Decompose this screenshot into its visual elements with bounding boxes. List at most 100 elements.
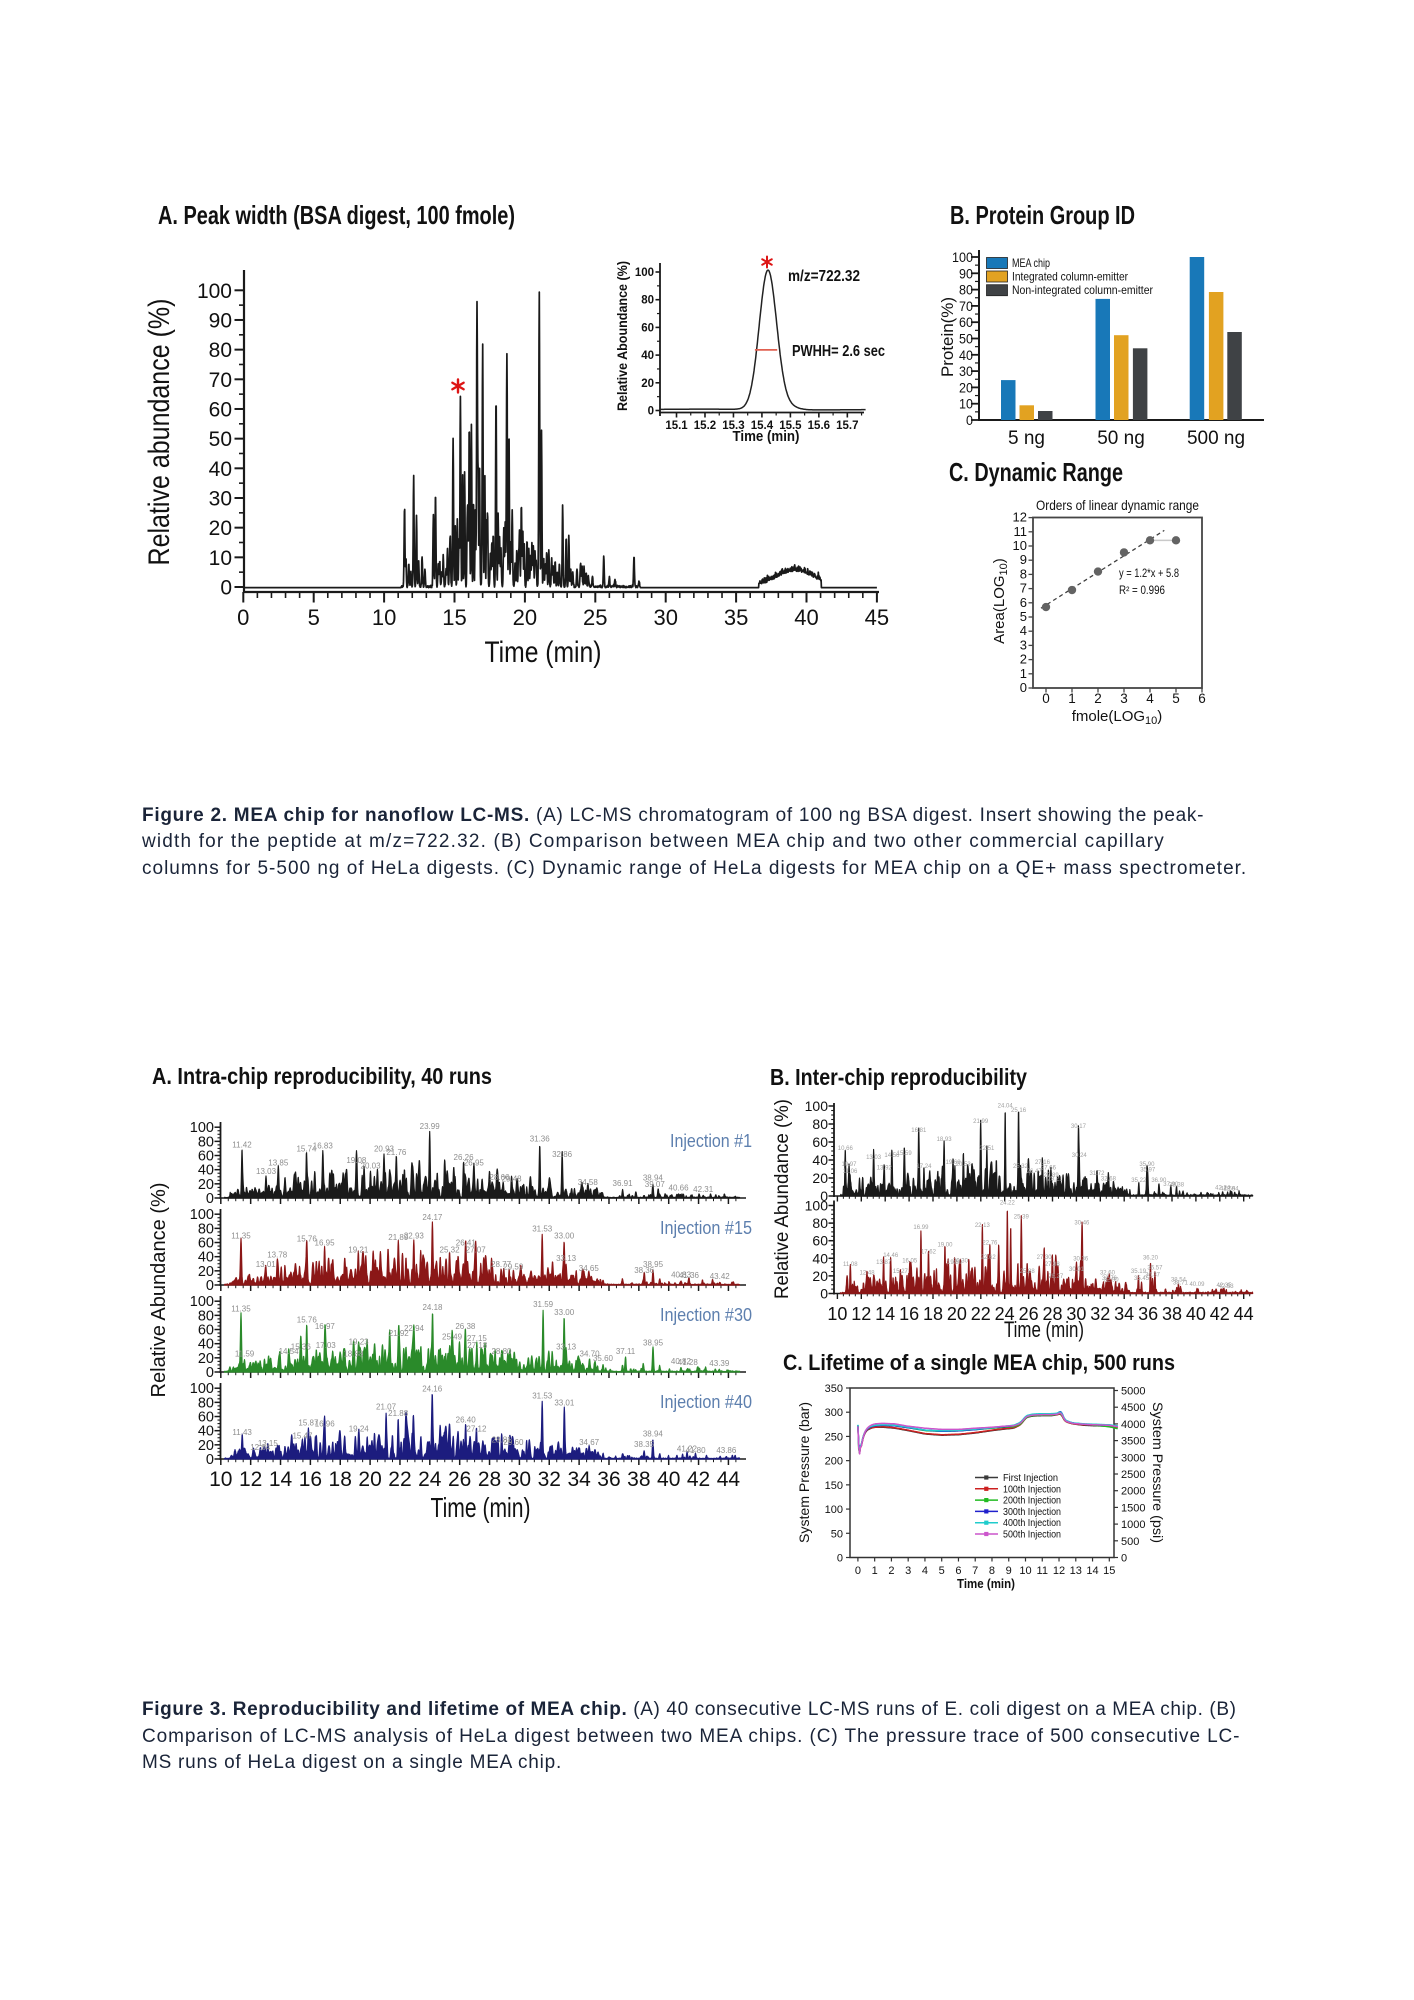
svg-text:A. Intra-chip reproducibility,: A. Intra-chip reproducibility, 40 runs [152,1063,492,1089]
svg-text:37.90: 37.90 [1163,1182,1179,1188]
svg-text:80: 80 [959,283,973,298]
svg-text:2: 2 [1094,691,1102,706]
svg-text:42.66: 42.66 [1220,1186,1236,1192]
svg-text:17.03: 17.03 [316,1341,337,1350]
svg-text:43.42: 43.42 [710,1272,731,1281]
svg-text:16.96: 16.96 [315,1420,336,1429]
svg-text:80: 80 [209,339,232,362]
svg-text:30.17: 30.17 [1071,1124,1087,1130]
svg-text:13.92: 13.92 [877,1166,893,1172]
svg-text:43.86: 43.86 [716,1446,737,1455]
svg-text:40: 40 [959,348,973,363]
svg-text:500 ng: 500 ng [1187,428,1245,449]
svg-text:38.95: 38.95 [643,1260,664,1269]
svg-text:90: 90 [959,266,973,281]
svg-text:20.03: 20.03 [361,1162,382,1171]
svg-text:19.08: 19.08 [346,1156,367,1165]
svg-text:40: 40 [198,1424,214,1440]
svg-text:20: 20 [513,605,537,630]
svg-text:100: 100 [190,1207,214,1223]
svg-text:13.85: 13.85 [268,1159,289,1168]
svg-text:0: 0 [966,413,973,428]
svg-text:13.15: 13.15 [258,1439,279,1448]
svg-text:30.24: 30.24 [1072,1153,1088,1159]
svg-text:38.38: 38.38 [1169,1183,1185,1189]
svg-text:27.16: 27.16 [1035,1160,1051,1166]
svg-text:16.95: 16.95 [315,1239,336,1248]
svg-text:5: 5 [1172,691,1180,706]
svg-text:Time (min): Time (min) [733,428,800,445]
svg-text:0: 0 [855,1565,861,1577]
svg-text:27.66: 27.66 [1041,1166,1057,1172]
svg-text:3: 3 [1120,691,1128,706]
svg-text:27.18: 27.18 [467,1341,488,1350]
svg-text:15.4: 15.4 [751,420,774,432]
svg-text:37.11: 37.11 [616,1347,636,1356]
svg-text:35.45: 35.45 [1134,1276,1150,1282]
svg-text:m/z=722.32: m/z=722.32 [788,268,860,285]
svg-text:12.48: 12.48 [860,1271,876,1277]
svg-text:40.83: 40.83 [671,1270,692,1279]
svg-text:11.06: 11.06 [843,1169,858,1175]
svg-text:60: 60 [641,322,654,334]
svg-text:350: 350 [825,1383,843,1395]
svg-text:17.24: 17.24 [916,1164,932,1170]
svg-text:Relative Abundance (%): Relative Abundance (%) [772,1099,793,1299]
svg-text:50: 50 [209,428,232,451]
svg-text:200th Injection: 200th Injection [1003,1495,1061,1507]
svg-text:70: 70 [959,299,973,314]
svg-text:13.01: 13.01 [256,1260,277,1269]
svg-text:100: 100 [197,280,232,303]
svg-text:40: 40 [641,350,654,362]
svg-text:18: 18 [923,1304,943,1324]
svg-text:10.66: 10.66 [838,1146,854,1152]
svg-text:38.95: 38.95 [643,1338,664,1347]
svg-text:13: 13 [1070,1565,1082,1577]
svg-text:2: 2 [888,1565,894,1577]
svg-text:16.99: 16.99 [913,1225,929,1231]
svg-text:10: 10 [209,547,232,570]
svg-text:25.88: 25.88 [1020,1269,1036,1275]
svg-text:80: 80 [812,1215,828,1231]
svg-text:3: 3 [905,1565,911,1577]
svg-text:Relative abundance (%): Relative abundance (%) [143,299,176,566]
svg-text:150: 150 [825,1480,843,1492]
svg-text:40.82: 40.82 [671,1357,692,1366]
svg-text:0: 0 [1020,680,1027,695]
svg-text:26: 26 [1019,1304,1039,1324]
svg-text:32.86: 32.86 [552,1150,573,1159]
svg-text:33.01: 33.01 [554,1398,575,1407]
svg-text:34: 34 [1114,1304,1134,1324]
svg-text:6: 6 [955,1565,961,1577]
svg-text:0: 0 [1121,1553,1127,1565]
svg-text:38.35: 38.35 [634,1440,655,1449]
svg-text:23.99: 23.99 [420,1122,441,1131]
svg-text:14.56: 14.56 [884,1153,900,1159]
svg-text:17.62: 17.62 [921,1250,937,1256]
svg-text:Time (min): Time (min) [431,1492,531,1523]
svg-text:11.08: 11.08 [843,1262,858,1268]
svg-text:0: 0 [820,1286,828,1302]
svg-text:35.97: 35.97 [1140,1167,1156,1173]
svg-text:26.40: 26.40 [456,1415,477,1424]
svg-text:35.60: 35.60 [593,1354,614,1363]
svg-text:10: 10 [372,605,396,630]
svg-text:60: 60 [198,1323,214,1339]
svg-text:1: 1 [1020,666,1027,681]
svg-text:22.93: 22.93 [404,1232,425,1241]
svg-text:30.01: 30.01 [1069,1267,1085,1273]
svg-text:Non-integrated column-emitter: Non-integrated column-emitter [1012,283,1153,297]
svg-text:20: 20 [641,378,654,390]
svg-text:40: 40 [209,458,232,481]
svg-text:18: 18 [329,1468,352,1491]
svg-text:42.53: 42.53 [1219,1284,1235,1290]
svg-text:26.26: 26.26 [454,1153,475,1162]
svg-text:10.97: 10.97 [841,1162,857,1168]
svg-text:40: 40 [198,1163,214,1179]
svg-text:5000: 5000 [1121,1386,1145,1398]
svg-text:22.51: 22.51 [979,1146,995,1152]
svg-text:36.91: 36.91 [613,1179,634,1188]
svg-text:PWHH= 2.6 sec: PWHH= 2.6 sec [792,343,885,360]
svg-text:27.89: 27.89 [1044,1173,1060,1179]
svg-text:28.81: 28.81 [492,1435,513,1444]
